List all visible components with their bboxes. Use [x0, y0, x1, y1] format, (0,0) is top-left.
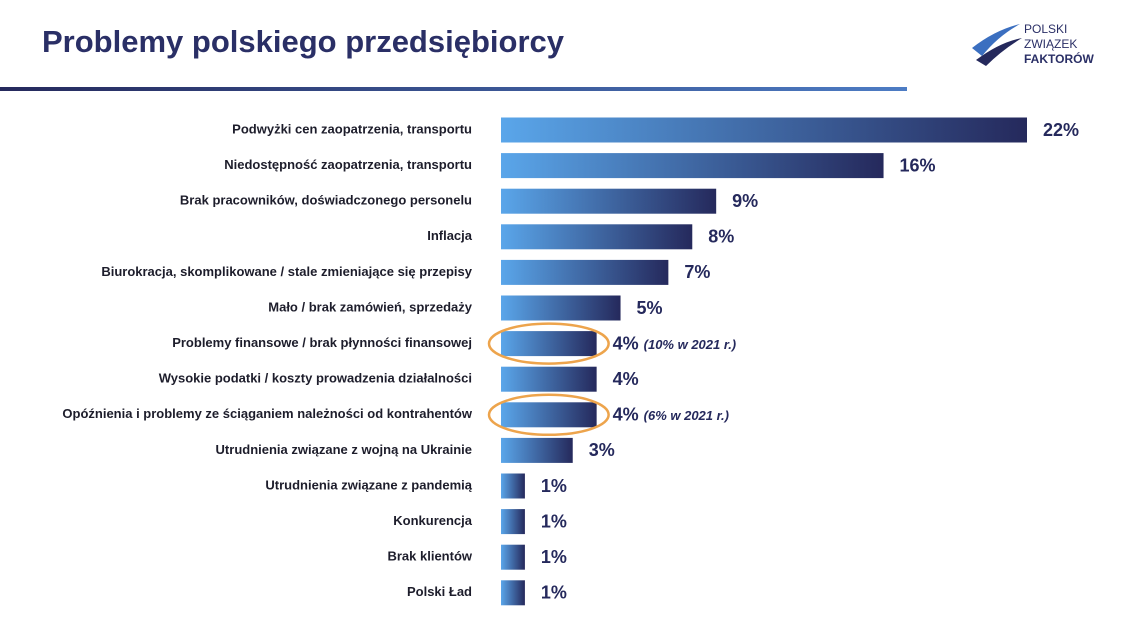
category-label: Inflacja: [427, 228, 473, 243]
category-label: Polski Ład: [407, 584, 472, 599]
logo-text: ZWIĄZEK: [1024, 37, 1077, 51]
bar: [501, 224, 693, 250]
value-label: 1%: [541, 511, 567, 531]
value-label: 4%: [613, 333, 639, 353]
value-label: 4%: [613, 369, 639, 389]
chart-title: Problemy polskiego przedsiębiorcy: [42, 24, 565, 59]
value-label: 22%: [1043, 120, 1079, 140]
category-label: Utrudnienia związane z wojną na Ukrainie: [216, 442, 472, 457]
value-label: 4%: [613, 405, 639, 425]
category-label: Brak klientów: [387, 549, 472, 564]
bar: [501, 331, 597, 357]
value-label: 16%: [900, 155, 936, 175]
bar: [501, 437, 573, 463]
bar: [501, 188, 717, 214]
category-label: Problemy finansowe / brak płynności fina…: [172, 335, 472, 350]
value-label: 8%: [708, 227, 734, 247]
value-label: 1%: [541, 476, 567, 496]
highlight-ring: [487, 322, 610, 365]
bar: [501, 580, 525, 606]
category-label: Niedostępność zaopatrzenia, transportu: [224, 157, 472, 172]
note: (10% w 2021 r.): [644, 337, 737, 352]
bar: [501, 295, 621, 321]
category-label: Biurokracja, skomplikowane / stale zmien…: [101, 264, 472, 279]
category-label: Mało / brak zamówień, sprzedaży: [268, 299, 472, 314]
category-label: Wysokie podatki / koszty prowadzenia dzi…: [159, 371, 472, 386]
value-label: 1%: [541, 583, 567, 603]
category-label: Opóźnienia i problemy ze ściąganiem nale…: [62, 406, 472, 421]
note: (6% w 2021 r.): [644, 408, 729, 423]
category-label: Konkurencja: [393, 513, 473, 528]
bar: [501, 473, 525, 499]
bar: [501, 117, 1027, 143]
value-label: 7%: [684, 262, 710, 282]
bar: [501, 259, 669, 285]
value-label: 3%: [589, 440, 615, 460]
bar: [501, 544, 525, 570]
header-rule: [0, 87, 907, 91]
logo-swoosh: [972, 24, 1020, 56]
category-label: Podwyżki cen zaopatrzenia, transportu: [232, 121, 472, 136]
logo: POLSKI ZWIĄZEK FAKTORÓW: [972, 22, 1094, 66]
bar: [501, 402, 597, 428]
category-label: Utrudnienia związane z pandemią: [265, 477, 472, 492]
value-label: 9%: [732, 191, 758, 211]
logo-text: FAKTORÓW: [1024, 51, 1094, 66]
logo-swoosh: [976, 38, 1022, 66]
bar: [501, 153, 884, 179]
value-label: 5%: [637, 298, 663, 318]
category-label: Brak pracowników, doświadczonego persone…: [180, 193, 472, 208]
value-label: 1%: [541, 547, 567, 567]
bar: [501, 509, 525, 535]
logo-text: POLSKI: [1024, 22, 1067, 36]
bar: [501, 366, 597, 392]
highlight-ring: [487, 393, 610, 437]
